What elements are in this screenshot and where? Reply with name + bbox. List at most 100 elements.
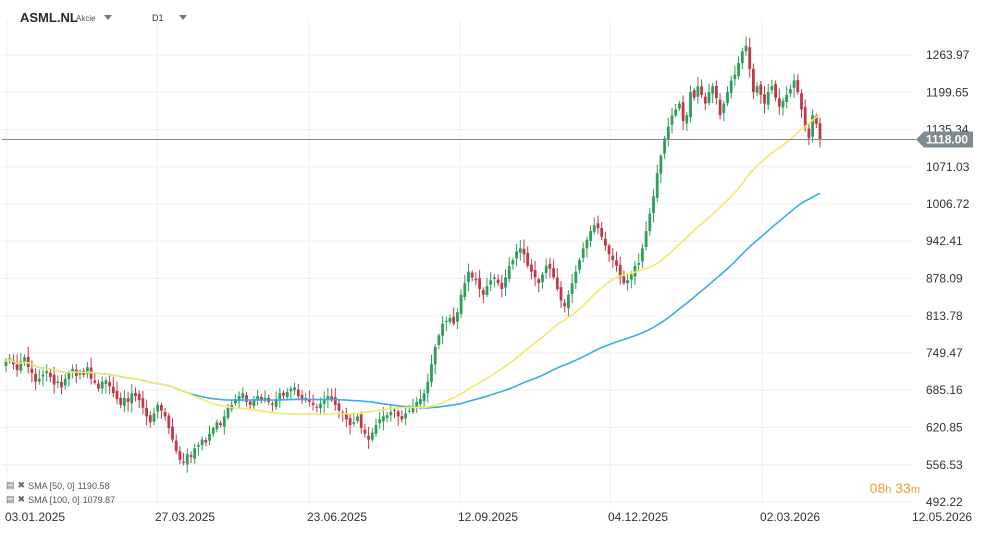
candle-body — [34, 373, 37, 382]
candle-body — [300, 395, 304, 401]
remove-icon[interactable]: ✖ — [17, 494, 26, 504]
candle-body — [607, 245, 611, 255]
candle-body — [663, 138, 666, 154]
candle-body — [814, 115, 818, 124]
candle-body — [511, 260, 515, 265]
candle-body — [722, 103, 726, 114]
candle-body — [12, 360, 15, 365]
candle-body — [237, 396, 241, 402]
candle-body — [456, 312, 459, 322]
candle-body — [56, 381, 60, 384]
timeframe-dropdown-icon[interactable] — [179, 15, 187, 20]
candle-body — [348, 418, 352, 426]
candle-body — [796, 80, 800, 93]
candle-body — [15, 364, 19, 371]
candle-body — [182, 461, 185, 463]
candle-body — [803, 107, 807, 127]
candle-body — [777, 98, 781, 107]
x-tick-label: 12.09.2025 — [458, 510, 518, 524]
candle-body — [293, 387, 296, 391]
y-tick-label: 492.22 — [926, 495, 963, 509]
x-tick-label: 23.06.2025 — [307, 510, 367, 524]
y-tick-label: 1199.65 — [926, 85, 969, 99]
y-tick-label: 1071.03 — [926, 160, 970, 174]
candle-body — [359, 414, 363, 428]
candle-body — [67, 372, 71, 380]
candle-body — [818, 123, 822, 140]
candle-body — [641, 248, 644, 262]
candle-body — [567, 294, 570, 309]
candle-body — [807, 128, 811, 139]
candle-body — [41, 374, 45, 377]
candle-body — [596, 223, 600, 229]
candle-body — [363, 429, 367, 434]
candle-body — [581, 248, 585, 258]
candle-body — [648, 213, 652, 232]
candle-body — [326, 396, 330, 400]
candle-body — [589, 231, 592, 241]
candle-body — [278, 393, 282, 401]
candle-body — [134, 392, 137, 397]
candle-body — [289, 388, 293, 392]
symbol-dropdown-icon[interactable] — [104, 15, 112, 20]
candle-body — [622, 276, 626, 284]
instrument-type: Akcie — [76, 14, 96, 23]
legend-sma50[interactable]: ▤ ✖ SMA [50, 0] 1190.58 — [6, 480, 109, 491]
settings-icon[interactable]: ▤ — [6, 480, 15, 490]
timeframe-selector[interactable]: D1 — [152, 13, 164, 23]
candle-body — [108, 382, 111, 387]
sma100-label: SMA [100, 0] — [28, 494, 80, 505]
y-tick-label: 878.09 — [926, 272, 963, 286]
candle-body — [652, 196, 655, 214]
candle-body — [470, 272, 474, 278]
candle-body — [707, 92, 711, 104]
sma50-value: 1190.58 — [77, 480, 110, 491]
candle-body — [444, 320, 448, 322]
settings-icon[interactable]: ▤ — [6, 494, 15, 504]
candle-body — [97, 383, 100, 389]
candle-body — [308, 399, 311, 402]
candle-body — [370, 432, 374, 440]
candle-body — [433, 346, 437, 365]
candle-body — [145, 407, 148, 417]
candle-body — [411, 407, 415, 412]
current-price: 1118.00 — [2, 131, 973, 148]
x-tick-label: 27.03.2025 — [155, 510, 215, 524]
candle-body — [570, 283, 574, 294]
candle-body — [367, 435, 370, 440]
candle-body — [459, 294, 463, 314]
candle-body — [245, 395, 248, 402]
candle-body — [4, 361, 8, 367]
candle-body — [382, 416, 385, 422]
candle-body — [644, 231, 648, 248]
legend-sma100[interactable]: ▤ ✖ SMA [100, 0] 1079.87 — [6, 494, 115, 505]
sma50-line — [5, 113, 821, 416]
candle-body — [563, 302, 567, 307]
candle-body — [478, 278, 481, 289]
candle-body — [385, 415, 389, 418]
chart-grid — [2, 20, 912, 505]
candle-body — [559, 287, 563, 301]
candle-body — [352, 422, 356, 424]
symbol-name[interactable]: ASML.NL — [20, 10, 78, 25]
candle-body — [337, 403, 341, 411]
candle-body — [655, 173, 659, 198]
sma50-label: SMA [50, 0] — [28, 480, 75, 491]
candle-body — [208, 433, 211, 441]
candle-body — [600, 227, 604, 237]
candle-body — [770, 86, 774, 91]
candle-body — [356, 416, 359, 422]
candle-body — [163, 411, 167, 417]
candle-body — [241, 393, 245, 399]
candle-body — [104, 380, 108, 384]
candle-body — [674, 109, 678, 116]
candle-body — [52, 374, 56, 385]
candle-body — [763, 94, 766, 104]
candles — [4, 36, 822, 473]
candle-body — [740, 51, 744, 64]
remove-icon[interactable]: ✖ — [17, 480, 26, 490]
candle-body — [404, 413, 407, 419]
candle-body — [748, 47, 752, 69]
candle-body — [430, 364, 433, 382]
